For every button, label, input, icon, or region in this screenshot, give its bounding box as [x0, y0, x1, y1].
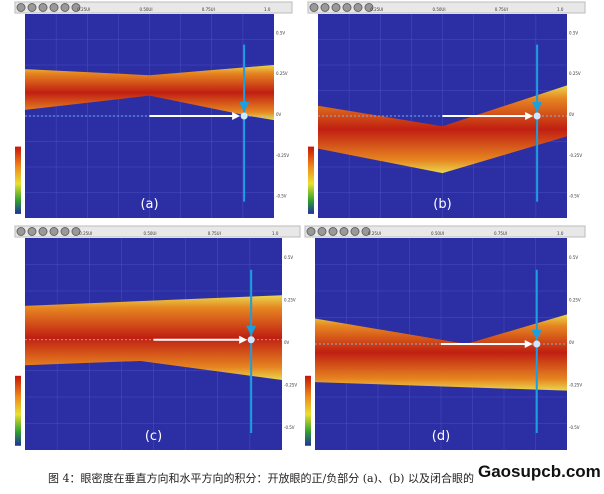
toolbar-icon: [342, 3, 352, 12]
top-axis-label: 0.75UI: [495, 7, 508, 12]
right-axis-label: -0.5V: [284, 425, 295, 430]
top-axis-label: 0.75UI: [208, 231, 221, 236]
right-axis-label: 0V: [569, 340, 575, 345]
marker-dot: [533, 340, 541, 348]
top-axis-label: 0.25UI: [77, 7, 90, 12]
colorbar: [15, 375, 21, 446]
right-axis-label: 0.5V: [276, 30, 285, 35]
eye-panel: 0.25UI 0.50UI 0.75UI 1.0 0.5V 0.25V 0V -0.25V -0…: [14, 225, 301, 450]
toolbar-icon: [71, 227, 81, 236]
right-axis-label: 0V: [276, 112, 282, 117]
toolbar-icon: [27, 227, 37, 236]
top-axis-label: 1.0: [557, 7, 564, 12]
eye-panel: 0.25UI 0.50UI 0.75UI 1.0 0.5V 0.25V 0V -0.25V -0…: [307, 1, 586, 218]
top-axis-label: 0.25UI: [79, 231, 92, 236]
top-axis-label: 0.50UI: [433, 7, 446, 12]
right-axis-label: 0V: [284, 340, 290, 345]
toolbar-icon: [353, 3, 363, 12]
right-axis-label: 0.25V: [276, 71, 288, 76]
top-axis-label: 0.75UI: [202, 7, 215, 12]
right-axis-label: -0.25V: [569, 382, 582, 387]
figure: 0.25UI 0.50UI 0.75UI 1.0 0.5V 0.25V 0V -0.25V -0…: [14, 1, 586, 450]
top-axis-label: 0.75UI: [494, 231, 507, 236]
top-axis-label: 0.25UI: [368, 231, 381, 236]
right-axis-label: 0.5V: [284, 255, 293, 260]
eye-band: [25, 295, 282, 381]
right-axis-label: 0.25V: [284, 298, 296, 303]
eye-band: [25, 65, 274, 121]
eye-band: [318, 85, 567, 174]
right-axis-label: 0.5V: [569, 255, 578, 260]
top-axis-label: 0.25UI: [370, 7, 383, 12]
top-axis-label: 0.50UI: [140, 7, 153, 12]
toolbar: [304, 225, 586, 238]
toolbar-icon: [309, 3, 319, 12]
down-arrow: [239, 102, 250, 112]
eye-band: [315, 314, 567, 391]
colorbar: [15, 146, 21, 214]
eye-panel: 0.25UI 0.50UI 0.75UI 1.0 0.5V 0.25V 0V -0.25V -0…: [14, 1, 293, 218]
eye-panel: 0.25UI 0.50UI 0.75UI 1.0 0.5V 0.25V 0V -0.25V -0…: [304, 225, 586, 450]
arrow-head: [525, 112, 534, 120]
right-axis-label: 0.25V: [569, 298, 581, 303]
toolbar-icon: [361, 227, 371, 236]
panel-label: (c): [145, 429, 162, 444]
panel-label: (b): [433, 197, 451, 212]
toolbar-icon: [364, 3, 374, 12]
toolbar-icon: [49, 227, 59, 236]
marker-dot: [247, 336, 255, 344]
down-arrow: [531, 330, 542, 340]
arrow-head: [239, 335, 248, 344]
top-axis-label: 1.0: [557, 231, 564, 236]
top-axis-label: 0.50UI: [144, 231, 157, 236]
toolbar-icon: [49, 3, 59, 12]
toolbar-icon: [320, 3, 330, 12]
toolbar-icon: [27, 3, 37, 12]
toolbar-icon: [328, 227, 338, 236]
toolbar-icon: [71, 3, 81, 12]
toolbar-icon: [16, 3, 26, 12]
right-axis-label: -0.25V: [276, 153, 289, 158]
arrow-head: [232, 112, 241, 120]
right-axis-label: 0.5V: [569, 30, 578, 35]
colorbar: [308, 146, 314, 214]
panel-label: (d): [432, 429, 450, 444]
toolbar: [14, 225, 301, 238]
toolbar-icon: [306, 227, 316, 236]
down-arrow: [532, 102, 543, 112]
right-axis-label: -0.5V: [569, 194, 580, 199]
toolbar-icon: [16, 227, 26, 236]
toolbar-icon: [331, 3, 341, 12]
down-arrow: [246, 325, 257, 336]
toolbar: [307, 1, 586, 14]
toolbar-icon: [317, 227, 327, 236]
top-axis-label: 1.0: [264, 7, 271, 12]
right-axis-label: -0.25V: [284, 382, 297, 387]
panel-label: (a): [140, 197, 158, 212]
arrow-head: [524, 340, 533, 348]
toolbar: [14, 1, 293, 14]
caption: 图 4：眼密度在垂直方向和水平方向的积分：开放眼的正/负部分 (a)、(b) 以…: [48, 472, 474, 485]
right-axis-label: 0V: [569, 112, 575, 117]
toolbar-icon: [60, 227, 70, 236]
toolbar-icon: [38, 3, 48, 12]
toolbar-icon: [350, 227, 360, 236]
toolbar-icon: [60, 3, 70, 12]
toolbar-icon: [339, 227, 349, 236]
colorbar: [305, 375, 311, 446]
toolbar-icon: [38, 227, 48, 236]
top-axis-label: 0.50UI: [431, 231, 444, 236]
right-axis-label: 0.25V: [569, 71, 581, 76]
right-axis-label: -0.25V: [569, 153, 582, 158]
right-axis-label: -0.5V: [569, 425, 580, 430]
marker-dot: [240, 112, 248, 120]
top-axis-label: 1.0: [272, 231, 279, 236]
marker-dot: [533, 112, 541, 120]
watermark: Gaosupcb.com: [478, 462, 601, 481]
right-axis-label: -0.5V: [276, 194, 287, 199]
